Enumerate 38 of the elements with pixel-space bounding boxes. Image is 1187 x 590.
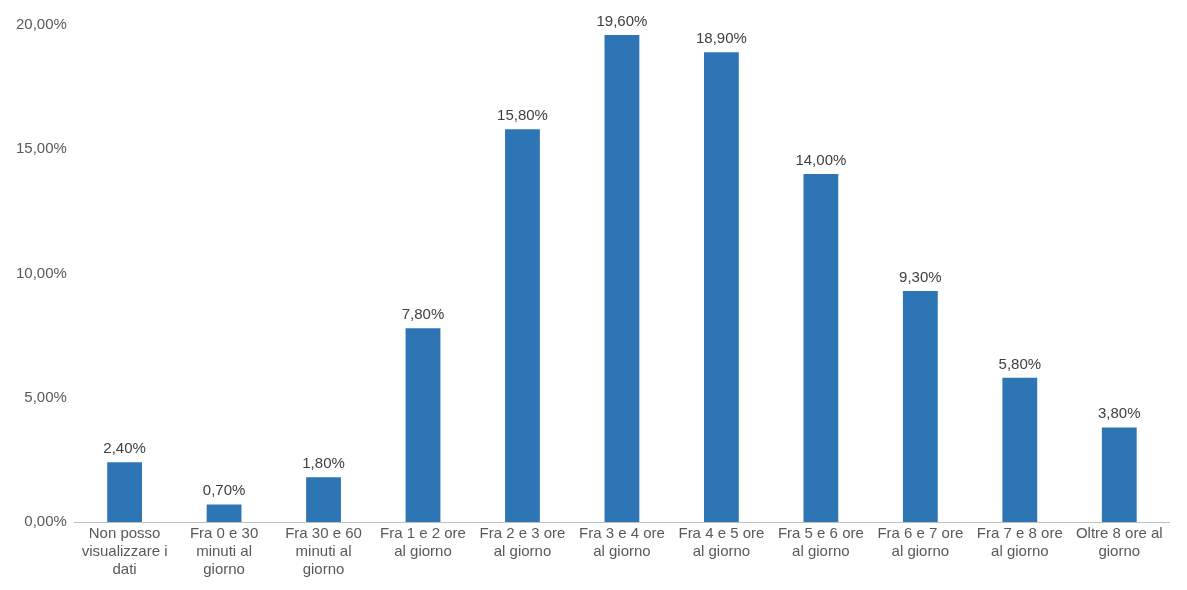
bar bbox=[704, 52, 739, 522]
data-label: 7,80% bbox=[401, 304, 445, 322]
y-tick-label: 15,00% bbox=[16, 139, 67, 157]
y-tick-label: 5,00% bbox=[24, 387, 67, 405]
x-tick-label: Fra 3 e 4 ore al giorno bbox=[578, 524, 665, 560]
x-tick-label: Non posso visualizzare i dati bbox=[81, 524, 168, 578]
data-label: 0,70% bbox=[202, 481, 246, 499]
data-label: 3,80% bbox=[1097, 404, 1141, 422]
data-label: 18,90% bbox=[695, 28, 747, 46]
bar bbox=[107, 462, 143, 522]
bar bbox=[803, 174, 839, 522]
x-tick-label: Fra 7 e 8 ore al giorno bbox=[976, 524, 1063, 560]
x-tick-label: Oltre 8 ore al giorno bbox=[1075, 524, 1163, 560]
data-label: 2,40% bbox=[103, 439, 146, 456]
bar bbox=[306, 477, 341, 522]
data-label: 15,80% bbox=[497, 106, 548, 124]
y-tick-label: 0,00% bbox=[24, 512, 67, 530]
x-tick-label: Fra 0 e 30 minuti al giorno bbox=[189, 524, 259, 578]
x-tick-label: Fra 1 e 2 ore al giorno bbox=[380, 524, 466, 560]
x-tick-label: Fra 5 e 6 ore al giorno bbox=[777, 524, 864, 560]
bar bbox=[206, 504, 242, 522]
data-label: 5,80% bbox=[998, 354, 1042, 372]
data-label: 14,00% bbox=[795, 150, 847, 168]
x-tick-label: Fra 4 e 5 ore al giorno bbox=[678, 524, 765, 560]
y-tick-label: 10,00% bbox=[16, 263, 67, 281]
bar bbox=[1002, 377, 1038, 522]
data-label: 9,30% bbox=[899, 267, 942, 285]
x-tick-label: Fra 6 e 7 ore al giorno bbox=[877, 524, 964, 560]
y-tick-label: 20,00% bbox=[16, 15, 67, 33]
data-label: 1,80% bbox=[302, 453, 345, 471]
x-tick-label: Fra 30 e 60 minuti al giorno bbox=[285, 524, 362, 578]
data-label: 19,60% bbox=[596, 11, 648, 29]
x-tick-label: Fra 2 e 3 ore al giorno bbox=[479, 524, 566, 560]
bar bbox=[1101, 427, 1137, 522]
bar bbox=[604, 34, 640, 522]
bar bbox=[505, 129, 540, 522]
bar bbox=[902, 290, 938, 522]
bar bbox=[405, 328, 441, 522]
